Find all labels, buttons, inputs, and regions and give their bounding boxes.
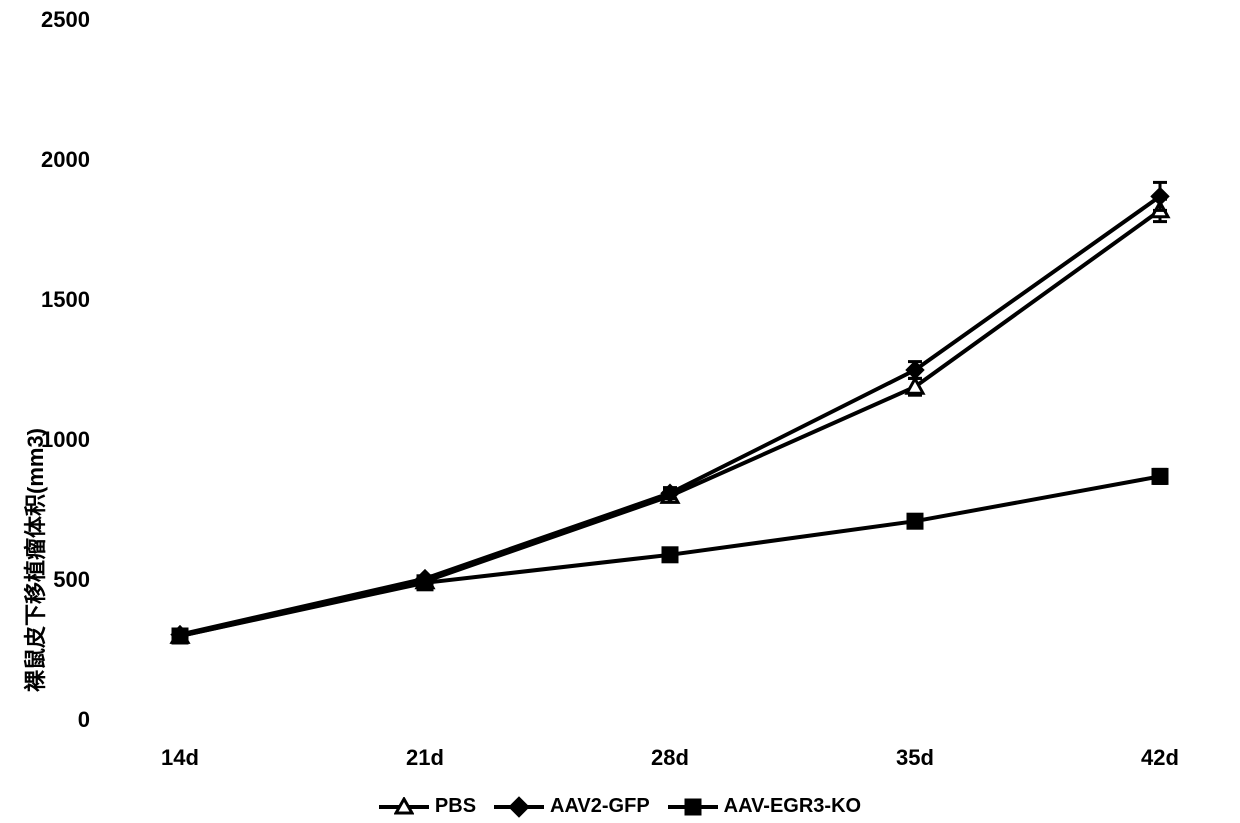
y-tick-label: 2500 [10, 7, 90, 33]
plot-svg [0, 0, 1240, 823]
legend-line-pbs [379, 805, 429, 809]
square-icon [172, 628, 188, 644]
x-tick-label: 35d [896, 745, 934, 771]
triangle-open-icon [394, 797, 414, 817]
chart-container: 裸鼠皮下移植瘤体积(mm3) PBS AAV2-GFP [0, 0, 1240, 823]
y-tick-label: 500 [10, 567, 90, 593]
legend-line-aav2gfp [494, 805, 544, 809]
legend-label-pbs: PBS [435, 795, 476, 818]
legend: PBS AAV2-GFP AAV-EGR3-KO [0, 795, 1240, 818]
y-tick-label: 1000 [10, 427, 90, 453]
x-tick-label: 28d [651, 745, 689, 771]
legend-item-aav2gfp: AAV2-GFP [494, 795, 650, 818]
x-tick-label: 14d [161, 745, 199, 771]
square-icon [417, 575, 433, 591]
series-line [180, 210, 1160, 636]
square-icon [907, 513, 923, 529]
legend-line-egr3ko [668, 805, 718, 809]
x-tick-label: 21d [406, 745, 444, 771]
square-icon [683, 797, 703, 817]
series-line [180, 196, 1160, 634]
y-tick-label: 0 [10, 707, 90, 733]
legend-item-pbs: PBS [379, 795, 476, 818]
legend-item-egr3ko: AAV-EGR3-KO [668, 795, 861, 818]
square-icon [1152, 468, 1168, 484]
y-tick-label: 1500 [10, 287, 90, 313]
diamond-icon [508, 796, 530, 818]
legend-label-egr3ko: AAV-EGR3-KO [724, 795, 861, 818]
square-icon [662, 547, 678, 563]
y-tick-label: 2000 [10, 147, 90, 173]
x-tick-label: 42d [1141, 745, 1179, 771]
legend-label-aav2gfp: AAV2-GFP [550, 795, 650, 818]
